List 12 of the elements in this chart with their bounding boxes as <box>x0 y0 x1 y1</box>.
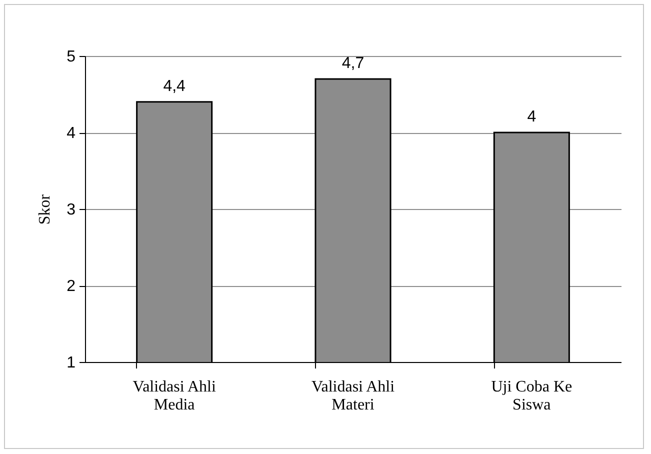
data-label: 4,4 <box>163 78 186 95</box>
x-tick-label: Validasi Ahli Media <box>132 378 216 414</box>
y-tick-label: 1 <box>66 354 76 372</box>
x-tick-label: Validasi Ahli Materi <box>311 378 396 414</box>
y-tick-label: 3 <box>66 202 76 218</box>
y-tick-label: 4 <box>66 125 76 142</box>
y-tick-label: 2 <box>66 278 76 295</box>
data-label: 4,7 <box>342 54 364 72</box>
y-tick-label: 5 <box>66 48 76 66</box>
x-tick-label: Uji Coba Ke Siswa <box>491 378 572 414</box>
data-label: 4 <box>527 108 536 126</box>
y-axis-title: Skor <box>36 194 54 225</box>
